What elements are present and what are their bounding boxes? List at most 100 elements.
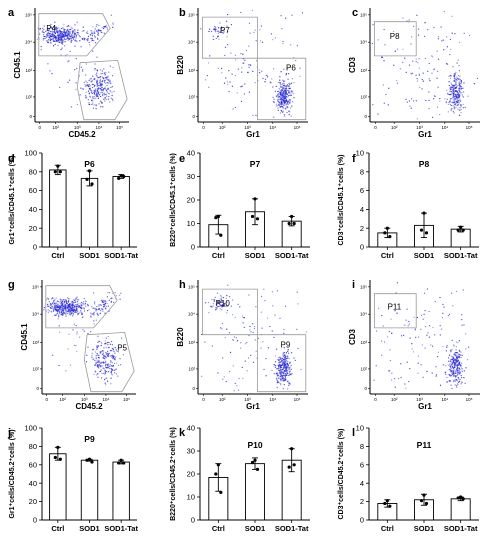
flow-event-dot [411,36,413,38]
flow-event-dot [76,308,78,310]
flow-event-dot [254,29,256,31]
flow-event-dot [252,70,254,72]
flow-event-dot [62,305,64,308]
flow-event-dot [450,349,452,352]
flow-event-dot [82,38,84,41]
flow-event-dot [473,83,476,85]
flow-event-dot [92,292,95,294]
data-point [87,457,92,461]
flow-event-dot [95,308,98,310]
flow-event-dot [225,20,228,22]
flow-event-dot [458,70,461,72]
flow-event-dot [110,365,113,367]
flow-event-dot [76,308,78,311]
flow-event-dot [70,41,72,43]
flow-event-dot [455,372,457,374]
flow-event-dot [80,46,82,48]
data-point [85,458,89,462]
flow-event-dot [92,358,94,360]
flow-event-dot [276,105,278,107]
data-point [253,458,257,462]
flow-event-dot [451,107,453,110]
flow-event-dot [451,101,454,103]
flow-event-dot [96,79,99,81]
y-tick-label: 10³ [188,340,195,345]
flow-event-dot [451,15,453,17]
panel-letter: k [179,427,186,439]
flow-event-dot [100,87,103,89]
flow-event-dot [273,336,275,339]
flow-event-dot [284,94,286,96]
x-tick-label: 10² [219,397,226,402]
flow-event-dot [50,42,52,44]
flow-event-dot [49,304,52,306]
flow-event-dot [99,362,102,364]
flow-event-dot [226,36,228,38]
y-tick-label: 0 [364,114,367,119]
flow-event-dot [442,364,445,366]
flow-event-dot [110,82,112,84]
flow-event-dot [452,356,454,358]
flow-event-dot [457,84,459,86]
flow-event-dot [454,90,456,92]
flow-event-dot [476,77,479,80]
flow-event-dot [417,28,420,30]
flow-event-dot [450,361,452,363]
flow-event-dot [427,70,429,73]
flow-event-dot [463,376,465,379]
flow-event-dot [430,344,432,346]
flow-event-dot [415,61,417,63]
flow-event-dot [108,341,110,344]
flow-event-dot [52,297,54,299]
flow-event-dot [277,104,279,106]
flow-event-dot [220,327,222,329]
flow-event-dot [242,377,244,380]
flow-event-dot [285,104,287,106]
flow-event-dot [300,368,302,371]
x-axis-title: Gr1 [418,402,432,411]
flow-event-dot [287,73,290,75]
flow-event-dot [84,84,86,86]
flow-event-dot [454,352,456,354]
x-tick-label: SOD1 [245,251,265,260]
flow-event-dot [462,289,464,291]
flow-event-dot [377,39,379,41]
flow-event-dot [275,103,278,105]
flow-event-dot [456,360,458,363]
flow-event-dot [43,25,45,27]
flow-event-dot [282,380,285,382]
flow-event-dot [105,82,107,85]
y-tick-label: 10⁵ [32,284,39,289]
flow-event-dot [278,91,281,94]
flow-event-dot [91,103,93,106]
flow-event-dot [223,305,225,308]
flow-event-dot [286,363,289,366]
flow-event-dot [456,356,458,358]
flow-event-dot [297,303,299,305]
flow-event-dot [76,21,78,23]
flow-event-dot [456,79,458,82]
flow-event-dot [280,71,282,73]
data-point [424,501,429,506]
flow-event-dot [457,374,459,376]
flow-event-dot [57,37,59,39]
flow-event-dot [279,364,281,367]
flow-event-dot [42,38,44,40]
flow-event-dot [245,49,248,52]
flow-event-dot [97,82,99,85]
flow-event-dot [437,58,440,60]
flow-event-dot [66,306,69,308]
flow-event-dot [450,351,452,353]
flow-event-dot [282,85,284,87]
flow-event-dot [440,328,443,330]
flow-event-dot [67,301,70,303]
flow-event-dot [97,97,100,99]
flow-event-dot [48,301,50,303]
flow-event-dot [434,334,436,336]
flow-event-dot [244,59,246,61]
flow-event-dot [113,90,115,93]
x-tick-label: SOD1-Tat [444,251,478,260]
flow-event-dot [427,332,429,334]
flow-event-dot [286,357,288,360]
